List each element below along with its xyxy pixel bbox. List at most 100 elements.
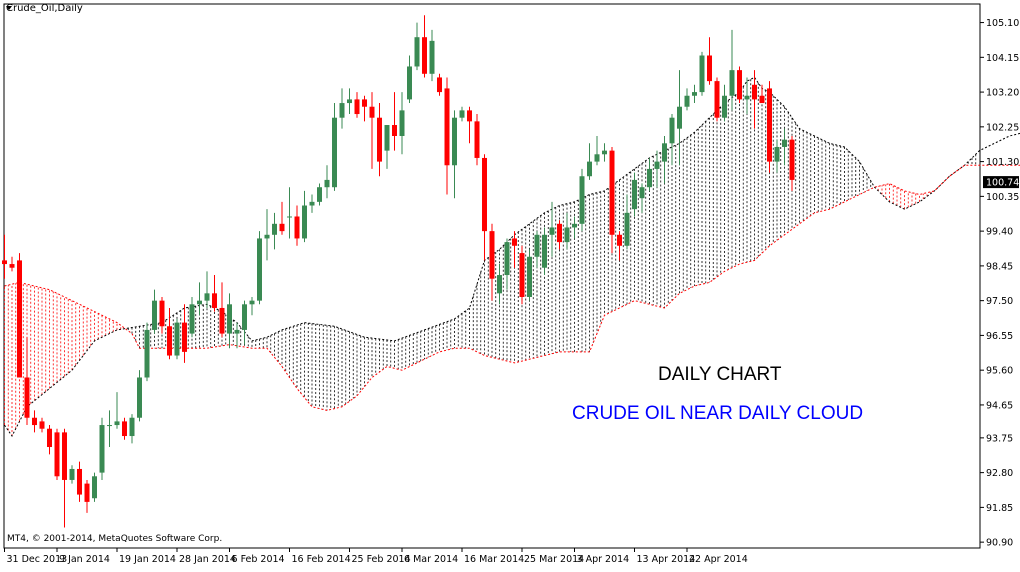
y-tick-label: 105.10 xyxy=(986,18,1019,29)
candle-body xyxy=(250,301,255,305)
copyright-text: MT4, © 2001-2014, MetaQuotes Software Co… xyxy=(7,534,222,544)
candle-body xyxy=(422,37,427,74)
candle-body xyxy=(760,96,765,103)
candle-body xyxy=(467,110,472,121)
candle-body xyxy=(227,304,232,333)
candle-body xyxy=(145,330,150,378)
candle-body xyxy=(655,162,660,169)
chart-annotation-sub: CRUDE OIL NEAR DAILY CLOUD xyxy=(572,403,863,425)
candle xyxy=(137,370,142,421)
candle-body xyxy=(2,260,7,264)
candle-body xyxy=(55,432,60,476)
candle-body xyxy=(302,206,307,239)
y-tick-label: 92.80 xyxy=(986,468,1013,479)
candle-body xyxy=(677,107,682,129)
candle-body xyxy=(527,257,532,297)
candle-body xyxy=(17,260,22,377)
candle-body xyxy=(482,158,487,231)
candle-body xyxy=(722,96,727,118)
candle-body xyxy=(385,125,390,151)
candle-body xyxy=(782,140,787,147)
candle-body xyxy=(205,293,210,300)
y-tick-label: 90.90 xyxy=(986,538,1013,549)
candle xyxy=(520,246,525,305)
candle-body xyxy=(752,85,757,100)
candle-body xyxy=(790,140,795,180)
candle-body xyxy=(175,323,180,356)
candle xyxy=(715,77,720,121)
candle-body xyxy=(490,231,495,279)
x-tick-label: 6 Feb 2014 xyxy=(232,554,285,565)
candle-body xyxy=(602,151,607,155)
y-tick-label: 91.85 xyxy=(986,503,1013,514)
candle-body xyxy=(377,118,382,162)
candle xyxy=(767,81,772,172)
x-tick-label: 25 Mar 2014 xyxy=(524,554,584,565)
candle-body xyxy=(167,326,172,355)
candle-body xyxy=(775,147,780,162)
candle-body xyxy=(265,235,270,239)
candle xyxy=(737,66,742,103)
y-axis: 105.10104.15103.20102.25101.30100.3599.4… xyxy=(980,18,1019,549)
candle-body xyxy=(70,469,75,480)
x-tick-label: 16 Mar 2014 xyxy=(464,554,524,565)
symbol-label[interactable]: Crude_Oil,Daily xyxy=(6,3,83,14)
candle-body xyxy=(572,224,577,228)
candle-body xyxy=(670,118,675,144)
candle-body xyxy=(685,96,690,107)
y-tick-label: 95.60 xyxy=(986,366,1013,377)
x-tick-label: 16 Feb 2014 xyxy=(292,554,351,565)
candle-body xyxy=(355,99,360,114)
candle-body xyxy=(190,304,195,333)
candle xyxy=(55,429,60,480)
candle-body xyxy=(92,476,97,498)
y-tick-label: 103.20 xyxy=(986,88,1019,99)
candle-body xyxy=(332,118,337,188)
candle-body xyxy=(542,235,547,268)
candle-body xyxy=(497,275,502,293)
candle-body xyxy=(587,162,592,177)
candle-body xyxy=(595,154,600,161)
candle xyxy=(92,473,97,502)
candle xyxy=(580,169,585,231)
candle-body xyxy=(100,425,105,473)
x-tick-label: 28 Jan 2014 xyxy=(179,554,236,565)
candle-body xyxy=(640,187,645,198)
candle-body xyxy=(77,469,82,495)
candle xyxy=(100,418,105,480)
candle-body xyxy=(617,235,622,246)
candle-body xyxy=(257,238,262,300)
candle xyxy=(527,249,532,300)
y-tick-label: 93.75 xyxy=(986,433,1013,444)
candle-body xyxy=(730,70,735,96)
candle-body xyxy=(47,429,52,447)
candle-body xyxy=(242,304,247,330)
candle xyxy=(257,231,262,304)
candle-body xyxy=(407,66,412,99)
candle-body xyxy=(767,88,772,161)
candle-body xyxy=(317,187,322,202)
candle-body xyxy=(737,70,742,99)
y-tick-label: 94.65 xyxy=(986,400,1013,411)
candle-body xyxy=(212,293,217,308)
candle-body xyxy=(295,216,300,238)
candle-body xyxy=(160,301,165,327)
x-tick-label: 22 Apr 2014 xyxy=(689,554,748,565)
candle-body xyxy=(40,421,45,428)
candle-body xyxy=(220,308,225,334)
candle-body xyxy=(235,330,240,334)
candle-body xyxy=(415,37,420,66)
candle xyxy=(700,52,705,96)
candle-body xyxy=(197,301,202,305)
candle-body xyxy=(520,253,525,297)
candle-body xyxy=(370,107,375,118)
candle-body xyxy=(325,180,330,187)
candle-body xyxy=(557,224,562,242)
candle-body xyxy=(32,418,37,425)
x-tick-label: 6 Mar 2014 xyxy=(404,554,458,565)
y-tick-label: 99.40 xyxy=(986,227,1013,238)
candle-body xyxy=(347,99,352,103)
price-tag-label: 100.74 xyxy=(986,178,1019,189)
